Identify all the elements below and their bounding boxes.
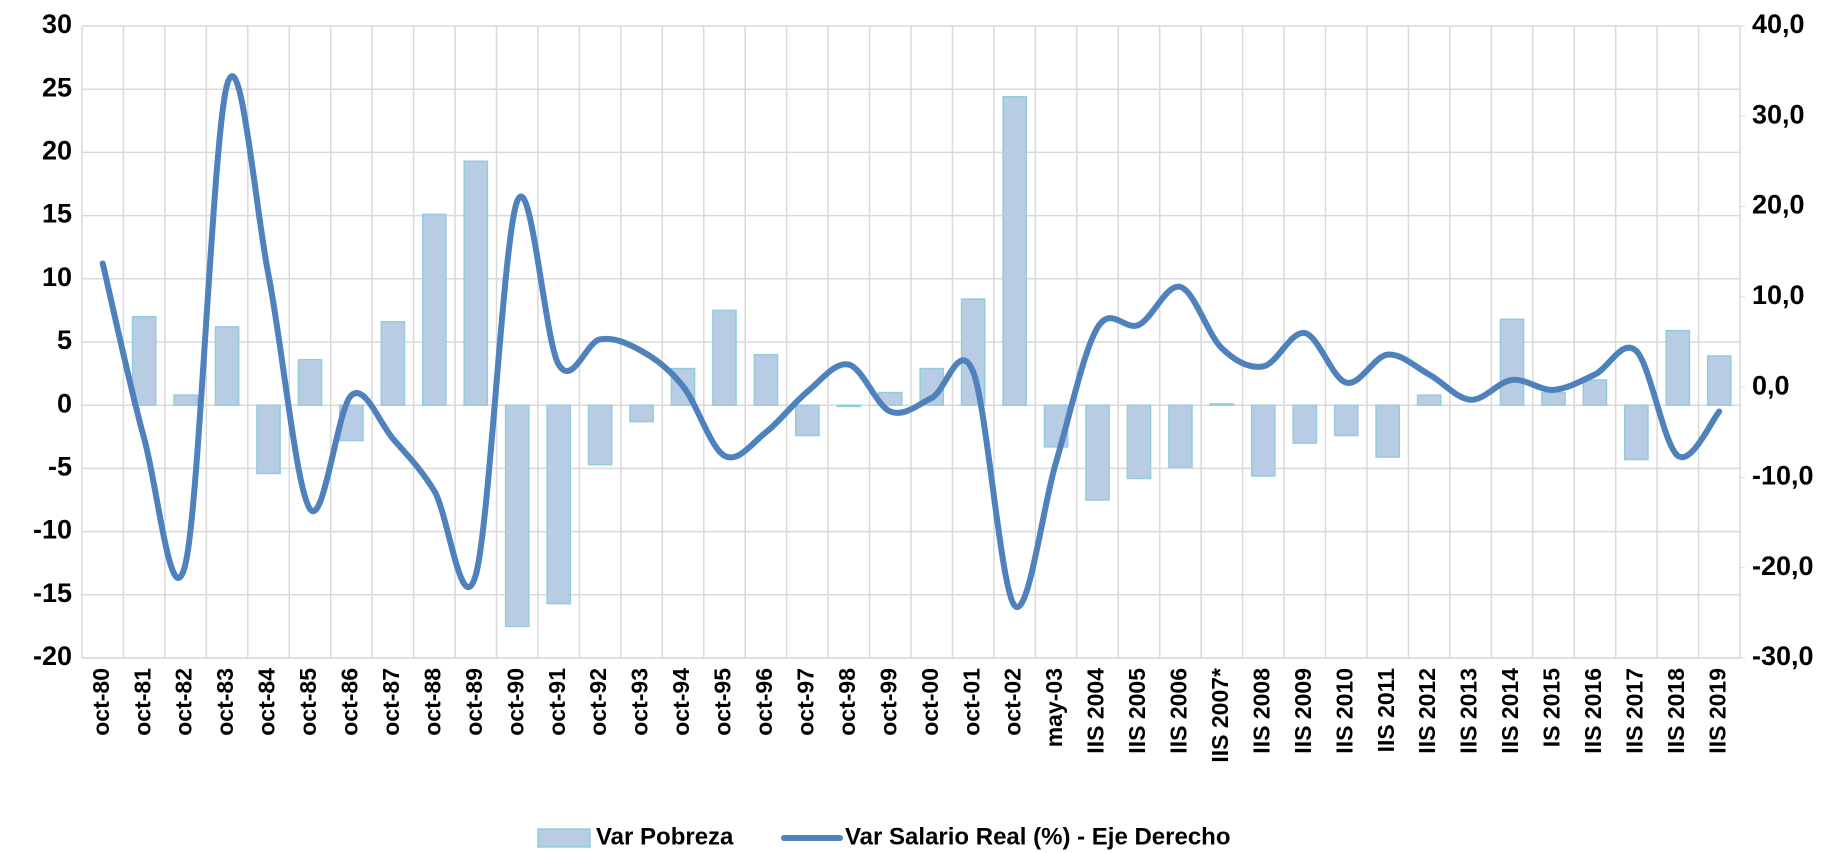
x-tick-label: IIS 2011 [1373,668,1399,753]
y-tick-label: -15 [33,578,72,608]
x-tick-label: IIS 2013 [1456,668,1482,754]
bar [546,404,572,605]
y-tick-label: 20 [42,136,72,166]
line [99,73,1723,610]
x-tick-label: oct-98 [834,668,860,736]
bar [1416,394,1442,406]
bar [960,298,986,406]
bar [1499,318,1525,406]
y2-tick-label: 30,0 [1752,99,1805,129]
bar [214,326,240,406]
y-tick-label: 25 [42,72,72,102]
bar [297,358,323,406]
bar [587,404,613,466]
bar [1168,404,1193,468]
y2-tick-label: 10,0 [1752,280,1805,310]
x-tick-label: IIS 2017 [1621,668,1647,754]
y-tick-label: 0 [57,388,72,418]
x-tick-label: oct-84 [254,668,280,736]
x-tick-label: oct-94 [668,668,694,736]
x-tick-label: IIS 2010 [1331,668,1357,754]
bar [1706,355,1732,406]
x-tick-label: IIS 2019 [1704,668,1730,754]
x-tick-label: may-03 [1041,668,1067,747]
x-tick-label: oct-86 [337,668,363,736]
x-tick-label: oct-89 [461,668,487,736]
y2-tick-label: 40,0 [1752,9,1805,39]
bar [795,404,820,437]
x-tick-label: oct-97 [792,668,818,736]
bar [1085,404,1110,501]
bar [463,160,489,406]
y2-tick-label: 20,0 [1752,190,1805,220]
x-tick-label: oct-90 [502,668,528,736]
x-tick-label: oct-83 [212,668,238,736]
legend-label: Var Pobreza [596,823,734,850]
x-tick-label: IIS 2009 [1290,668,1316,754]
bar [753,353,779,406]
y-tick-label: 15 [42,199,72,229]
x-tick-label: oct-99 [875,668,901,736]
bar [256,404,281,475]
bar [173,394,198,406]
y2-tick-label: -20,0 [1752,551,1814,581]
x-tick-label: IIS 2007* [1207,668,1233,763]
y-tick-label: 30 [42,9,72,39]
x-tick-label: IIS 2016 [1580,668,1606,754]
bar [836,404,862,408]
x-tick-label: oct-88 [419,668,445,736]
bar [1250,404,1276,477]
y-tick-label: 10 [42,262,72,292]
x-tick-label: IIS 2018 [1663,668,1689,754]
bar [1333,404,1359,437]
x-tick-label: IIS 2014 [1497,668,1523,754]
x-tick-label: oct-85 [295,668,321,736]
bar [629,404,654,423]
x-tick-label: oct-81 [129,668,155,736]
x-tick-label: IIS 2004 [1083,668,1109,754]
legend-label: Var Salario Real (%) - Eje Derecho [845,823,1231,850]
bar [1002,96,1027,406]
bar [1375,404,1401,458]
bar [1292,404,1318,444]
x-tick-label: oct-95 [710,668,736,736]
bar [421,213,447,406]
y2-tick-label: -30,0 [1752,641,1814,671]
x-tick-label: oct-82 [171,668,197,736]
x-tick-label: oct-93 [627,668,653,736]
x-tick-label: oct-96 [751,668,777,736]
bar [1541,391,1566,406]
x-tick-label: oct-91 [544,668,570,736]
x-tick-label: oct-87 [378,668,404,736]
y-tick-label: -10 [33,515,72,545]
y-tick-label: -5 [48,452,72,482]
legend-swatch [537,828,591,848]
bar [712,309,737,406]
x-tick-label: IIS 2012 [1414,668,1440,754]
bar [1665,329,1691,406]
bar [1126,404,1152,480]
x-tick-label: oct-00 [917,668,943,736]
x-tick-label: oct-01 [958,668,984,736]
bar [504,404,530,628]
x-tick-label: IIS 2008 [1248,668,1274,754]
bar [1582,379,1608,406]
x-tick-label: oct-02 [1000,668,1026,736]
x-tick-label: oct-92 [585,668,611,736]
x-tick-label: IIS 2005 [1124,668,1150,754]
y2-tick-label: 0,0 [1752,370,1790,400]
bar [1209,403,1235,406]
x-tick-label: IIS 2006 [1166,668,1192,754]
y-tick-label: -20 [33,641,72,671]
y-tick-label: 5 [57,325,72,355]
x-tick-label: oct-80 [88,668,114,736]
y2-tick-label: -10,0 [1752,461,1814,491]
bar [131,315,157,406]
bar [380,321,406,406]
bar [1624,404,1649,461]
x-tick-label: IS 2015 [1539,668,1565,747]
